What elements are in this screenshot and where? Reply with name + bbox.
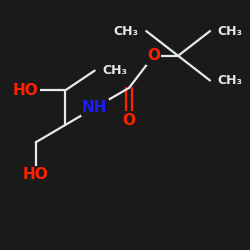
Text: CH₃: CH₃ (218, 24, 242, 38)
Text: O: O (122, 112, 136, 128)
Text: HO: HO (23, 167, 49, 182)
Text: NH: NH (82, 100, 108, 115)
Text: O: O (147, 48, 160, 63)
Text: CH₃: CH₃ (114, 24, 139, 38)
Text: CH₃: CH₃ (218, 74, 242, 87)
Text: HO: HO (13, 83, 39, 98)
Text: CH₃: CH₃ (102, 64, 127, 77)
